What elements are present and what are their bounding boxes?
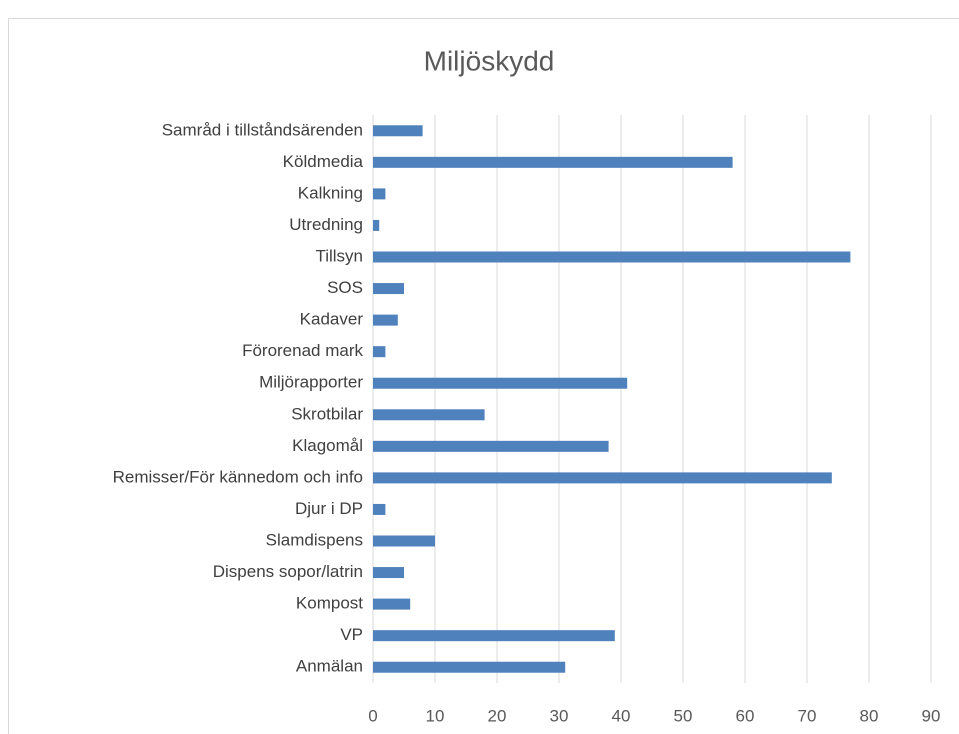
y-tick-label: Kalkning xyxy=(298,183,363,202)
x-tick-label: 70 xyxy=(798,706,817,725)
x-tick-label: 90 xyxy=(922,706,941,725)
x-tick-label: 50 xyxy=(674,706,693,725)
y-tick-label: Klagomål xyxy=(292,436,363,455)
chart-title: Miljöskydd xyxy=(424,45,555,76)
bar xyxy=(373,472,832,484)
x-tick-label: 60 xyxy=(736,706,755,725)
y-tick-label: VP xyxy=(340,625,363,644)
y-tick-label: Remisser/För kännedom och info xyxy=(113,467,363,486)
y-tick-label: Kadaver xyxy=(300,310,364,329)
y-tick-label: Skrotbilar xyxy=(291,404,363,423)
bar xyxy=(373,661,566,673)
bar xyxy=(373,535,435,547)
x-tick-label: 40 xyxy=(612,706,631,725)
x-tick-label: 10 xyxy=(426,706,445,725)
bar xyxy=(373,377,628,389)
bar xyxy=(373,630,615,642)
x-tick-label: 80 xyxy=(860,706,879,725)
y-tick-label: Slamdispens xyxy=(266,530,363,549)
y-tick-label: Utredning xyxy=(289,215,363,234)
y-tick-label: Tillsyn xyxy=(315,246,363,265)
bar xyxy=(373,283,404,295)
y-tick-label: Dispens sopor/latrin xyxy=(213,562,363,581)
y-tick-label: Köldmedia xyxy=(283,152,364,171)
bar xyxy=(373,503,386,515)
bar xyxy=(373,409,485,421)
y-tick-label: Anmälan xyxy=(296,657,363,676)
y-tick-label: Kompost xyxy=(296,594,363,613)
bar xyxy=(373,314,398,326)
bar xyxy=(373,125,423,137)
bar xyxy=(373,251,851,263)
y-tick-label: SOS xyxy=(327,278,363,297)
bar xyxy=(373,346,386,358)
bar xyxy=(373,156,733,168)
y-tick-label: Förorenad mark xyxy=(242,341,363,360)
y-tick-label: Miljörapporter xyxy=(259,373,363,392)
bar xyxy=(373,567,404,579)
bar xyxy=(373,598,411,610)
bar xyxy=(373,440,609,452)
bar xyxy=(373,219,380,231)
x-tick-label: 30 xyxy=(550,706,569,725)
bar xyxy=(373,188,386,200)
chart-border xyxy=(8,18,959,734)
x-tick-label: 20 xyxy=(488,706,507,725)
y-tick-label: Djur i DP xyxy=(295,499,363,518)
y-tick-label: Samråd i tillståndsärenden xyxy=(162,120,363,139)
x-tick-label: 0 xyxy=(368,706,377,725)
